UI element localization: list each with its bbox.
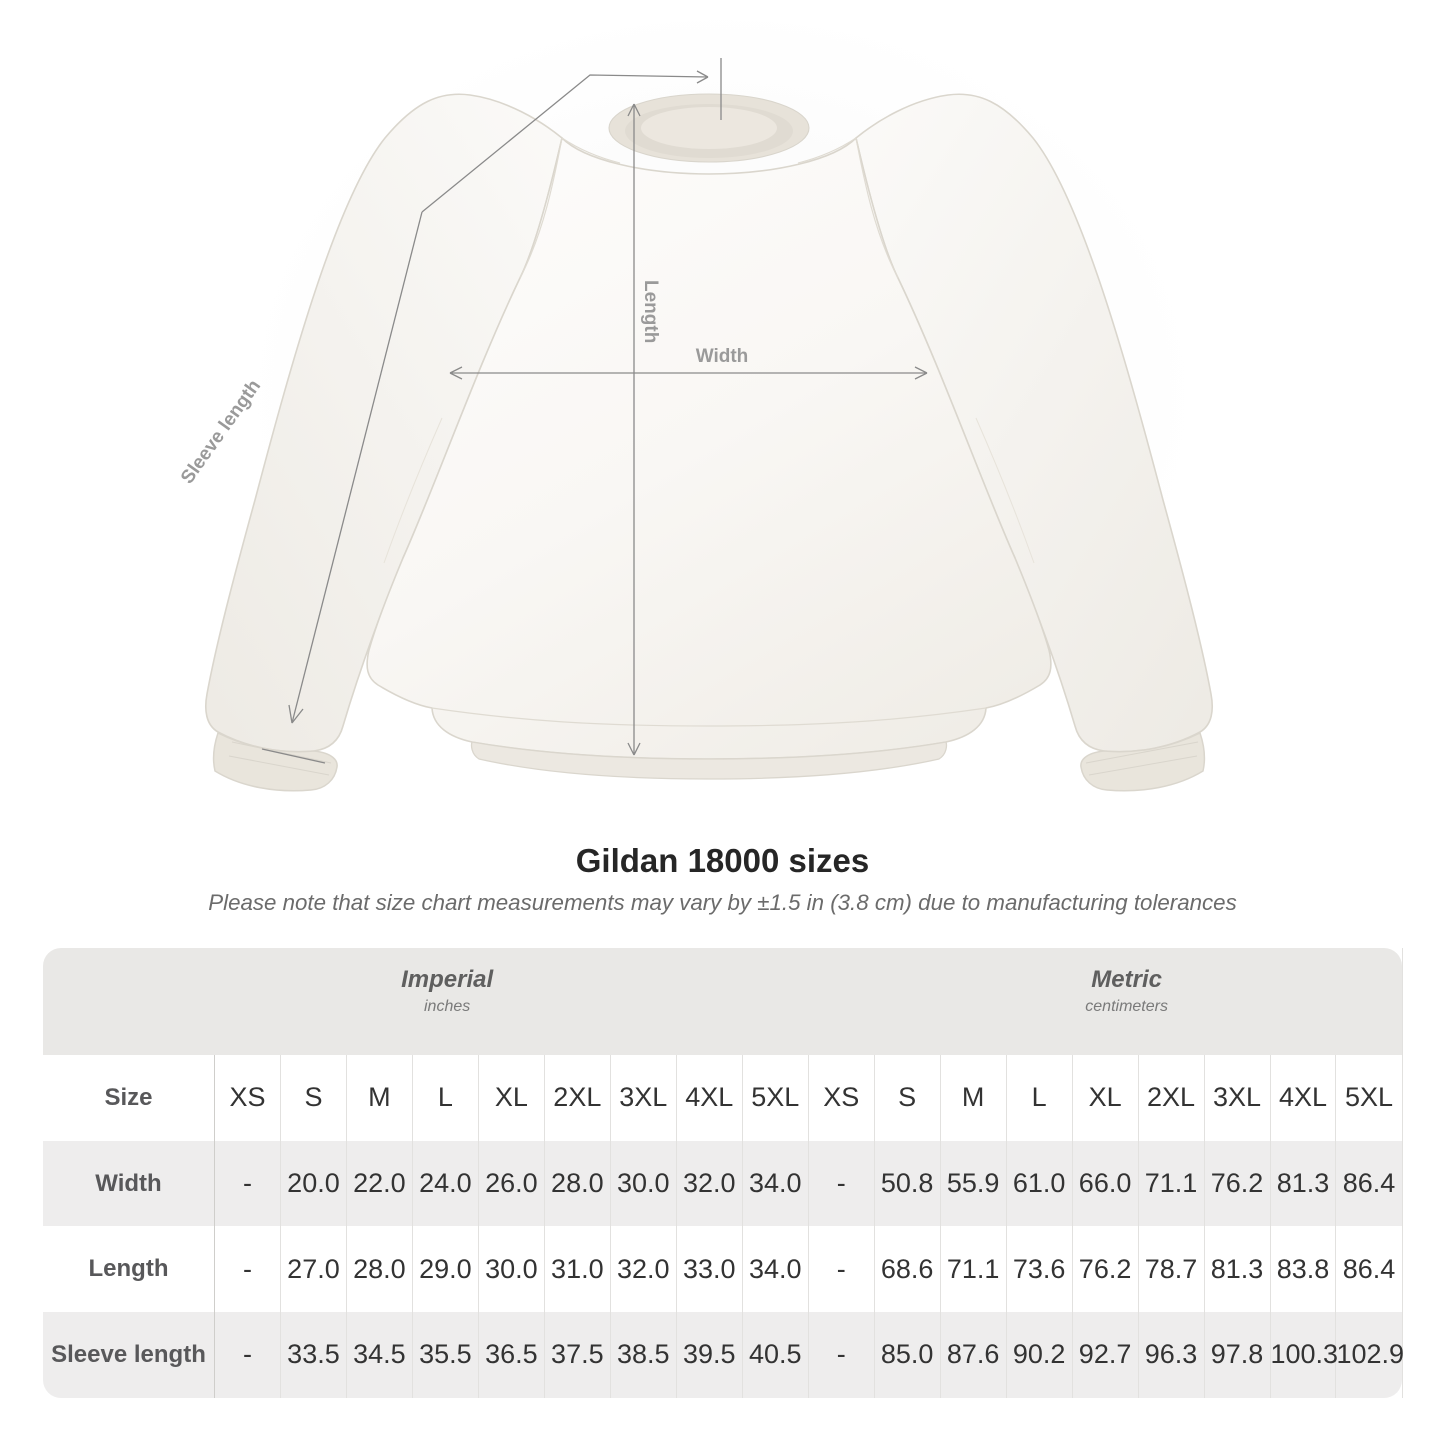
svg-text:Width: Width <box>696 346 749 367</box>
svg-text:Length: Length <box>640 280 661 343</box>
